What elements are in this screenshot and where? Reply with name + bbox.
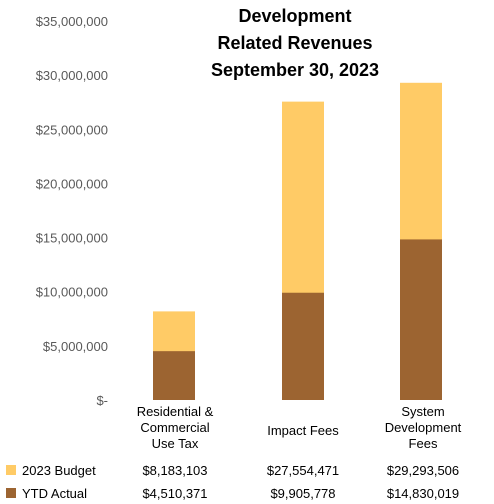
- data-table-row-actual: YTD Actual $4,510,371 $9,905,778 $14,830…: [0, 484, 494, 504]
- actual-bar-2: [400, 239, 442, 400]
- category-label-impact-fees: Impact Fees: [267, 423, 339, 438]
- data-label-actual-system: $14,830,019: [386, 486, 460, 501]
- y-tick-label: $25,000,000: [36, 122, 108, 137]
- actual-bar-0: [153, 351, 195, 400]
- category-label-system-development: System Development Fees: [384, 404, 462, 451]
- chart-title-line-1: Development: [238, 6, 352, 26]
- data-table-row-budget: 2023 Budget $8,183,103 $27,554,471 $29,2…: [0, 461, 494, 481]
- data-label-budget-impact: $27,554,471: [266, 463, 340, 478]
- data-label-actual-residential: $4,510,371: [142, 486, 208, 501]
- y-tick-label: $35,000,000: [36, 14, 108, 29]
- actual-bar-1: [282, 292, 324, 400]
- category-label-residential: Residential & Commercial Use Tax: [136, 404, 214, 451]
- data-label-budget-system: $29,293,506: [386, 463, 460, 478]
- y-tick-label: $5,000,000: [43, 339, 108, 354]
- y-tick-label: $15,000,000: [36, 231, 108, 246]
- data-label-actual-impact: $9,905,778: [270, 486, 336, 501]
- data-label-budget-residential: $8,183,103: [142, 463, 208, 478]
- y-tick-label: $-: [96, 393, 108, 408]
- legend-swatch-actual: [6, 488, 16, 498]
- chart-title-line-3: September 30, 2023: [210, 60, 380, 80]
- y-tick-label: $30,000,000: [36, 68, 108, 83]
- legend-label-actual: YTD Actual: [22, 486, 88, 501]
- y-tick-label: $10,000,000: [36, 285, 108, 300]
- y-tick-label: $20,000,000: [36, 176, 108, 191]
- legend-label-budget: 2023 Budget: [22, 463, 96, 478]
- legend-swatch-budget: [6, 465, 16, 475]
- chart-title-line-2: Related Revenues: [217, 33, 373, 53]
